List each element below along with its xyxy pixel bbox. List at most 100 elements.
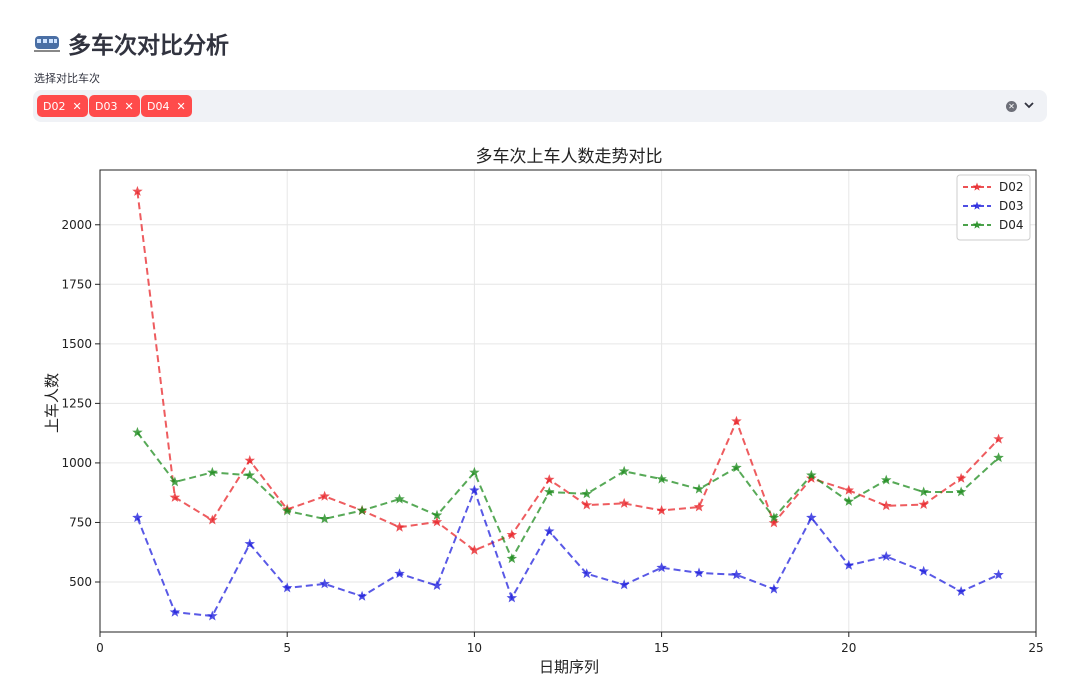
data-point-d03 [768, 583, 780, 594]
data-point-d02 [843, 484, 854, 495]
data-point-d02 [881, 500, 892, 511]
page-header: 多车次对比分析 [34, 26, 229, 60]
data-point-d03 [881, 551, 892, 561]
data-point-d02 [244, 455, 255, 465]
y-tick-label: 1250 [61, 396, 92, 410]
data-point-d03 [806, 512, 817, 523]
remove-tag-icon[interactable]: ✕ [124, 99, 134, 113]
y-axis-label: 上车人数 [43, 373, 61, 433]
data-point-d04 [843, 496, 854, 506]
data-point-d02 [469, 544, 480, 555]
tag-label: D03 [95, 99, 118, 113]
data-point-d04 [207, 466, 218, 477]
data-point-d03 [918, 565, 929, 576]
data-point-d02 [993, 433, 1004, 444]
select-label: 选择对比车次 [34, 72, 100, 85]
data-point-d03 [394, 568, 405, 579]
data-point-d03 [319, 578, 330, 589]
y-tick-label: 1500 [61, 337, 92, 351]
x-tick-label: 5 [283, 641, 291, 655]
data-point-d02 [806, 472, 817, 483]
data-point-d03 [207, 610, 218, 621]
data-point-d04 [356, 505, 368, 515]
series-line-d02 [136, 191, 1000, 552]
data-point-d03 [993, 569, 1004, 580]
data-point-d03 [843, 559, 854, 570]
train-multiselect[interactable]: D02 ✕ D03 ✕ D04 ✕ ✕ [33, 90, 1047, 122]
data-point-d03 [693, 567, 705, 578]
x-tick-label: 10 [467, 641, 482, 655]
data-point-d04 [731, 462, 742, 473]
tag-d04: D04 ✕ [141, 95, 192, 117]
plot-frame [99, 169, 1037, 633]
y-tick-label: 2000 [61, 218, 92, 232]
remove-tag-icon[interactable]: ✕ [176, 99, 186, 113]
data-point-d03 [731, 569, 742, 580]
data-point-d02 [207, 514, 218, 525]
data-point-d02 [955, 472, 967, 483]
data-point-d04 [618, 465, 630, 476]
data-point-d02 [768, 517, 780, 528]
tag-label: D02 [43, 99, 66, 113]
remove-tag-icon[interactable]: ✕ [72, 99, 82, 113]
data-point-d03 [282, 582, 293, 593]
data-point-d04 [881, 474, 892, 485]
data-point-d04 [394, 493, 405, 504]
x-tick-label: 20 [841, 641, 856, 655]
data-point-d03 [618, 579, 630, 590]
legend-marker [972, 220, 982, 229]
clear-icon[interactable]: ✕ [1006, 101, 1017, 112]
data-point-d02 [394, 521, 405, 532]
data-point-d03 [431, 580, 443, 590]
data-point-d04 [282, 505, 293, 516]
y-tick-label: 1750 [61, 277, 92, 291]
y-tick-label: 750 [69, 515, 92, 529]
data-point-d02 [693, 501, 705, 512]
x-tick-label: 0 [96, 641, 104, 655]
tag-d02: D02 ✕ [37, 95, 88, 117]
data-point-d02 [132, 185, 143, 196]
data-point-d02 [918, 499, 929, 509]
data-point-d04 [993, 452, 1004, 463]
data-point-d04 [581, 488, 592, 499]
data-point-d04 [169, 476, 181, 487]
legend-label: D02 [999, 180, 1024, 194]
data-point-d03 [132, 512, 143, 523]
data-point-d03 [955, 586, 967, 596]
data-point-d04 [656, 473, 667, 484]
data-point-d02 [319, 490, 330, 501]
series-line-d03 [136, 487, 1000, 618]
data-point-d02 [431, 516, 443, 527]
x-tick-label: 25 [1028, 641, 1043, 655]
chevron-down-icon[interactable] [1023, 99, 1035, 111]
data-point-d03 [356, 590, 368, 601]
data-point-d03 [169, 606, 181, 617]
data-point-d04 [431, 509, 443, 520]
data-point-d02 [618, 497, 630, 508]
x-axis-label: 日期序列 [539, 658, 599, 676]
data-point-d04 [469, 466, 480, 477]
data-point-d02 [169, 491, 181, 502]
data-point-d04 [544, 486, 555, 497]
data-point-d02 [656, 505, 667, 515]
data-point-d03 [544, 525, 555, 536]
data-point-d04 [768, 512, 780, 523]
data-point-d03 [244, 538, 255, 549]
legend-label: D03 [999, 199, 1024, 213]
y-tick-label: 1000 [61, 456, 92, 470]
chart-title: 多车次上车人数走势对比 [476, 147, 663, 167]
data-point-d04 [319, 513, 330, 524]
line-chart: 多车次上车人数走势对比 日期序列 上车人数 0 5 10 15 20 25 500 750 10… [43, 147, 1044, 676]
data-point-d02 [731, 415, 742, 426]
data-point-d04 [955, 486, 967, 497]
x-tick-label: 15 [654, 641, 669, 655]
legend-marker [972, 201, 982, 210]
data-point-d04 [693, 483, 705, 494]
data-point-d04 [132, 426, 143, 437]
data-point-d04 [244, 469, 255, 480]
data-point-d02 [506, 529, 518, 540]
train-icon [34, 36, 60, 52]
data-point-d03 [581, 568, 592, 579]
page-title: 多车次对比分析 [68, 33, 229, 59]
y-tick-label: 500 [69, 575, 92, 589]
